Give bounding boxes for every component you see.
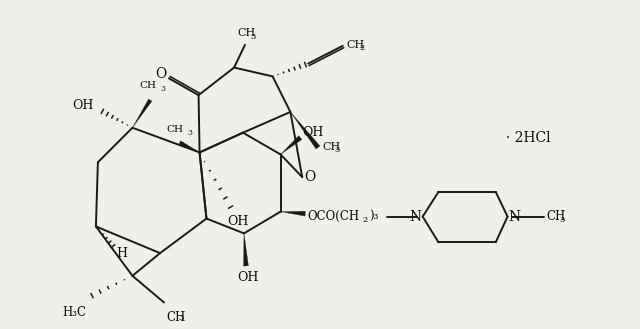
Text: · 2HCl: · 2HCl bbox=[506, 131, 550, 145]
Text: OCO(CH: OCO(CH bbox=[307, 210, 359, 223]
Text: )₃: )₃ bbox=[369, 210, 379, 223]
Text: OH: OH bbox=[237, 271, 259, 284]
Text: H: H bbox=[116, 247, 127, 260]
Text: CH: CH bbox=[347, 40, 365, 50]
Text: 2: 2 bbox=[360, 44, 365, 52]
Text: 3: 3 bbox=[335, 146, 340, 154]
Text: 3: 3 bbox=[160, 85, 165, 93]
Text: 3: 3 bbox=[559, 215, 564, 223]
Polygon shape bbox=[243, 233, 248, 266]
Text: 3: 3 bbox=[188, 129, 193, 137]
Polygon shape bbox=[280, 211, 305, 216]
Text: 3: 3 bbox=[179, 314, 184, 322]
Text: CH: CH bbox=[237, 28, 255, 38]
Text: O: O bbox=[156, 67, 166, 82]
Text: 2: 2 bbox=[362, 215, 368, 223]
Polygon shape bbox=[280, 136, 302, 154]
Text: N: N bbox=[508, 210, 520, 224]
Text: O: O bbox=[305, 170, 316, 184]
Polygon shape bbox=[291, 112, 320, 149]
Text: CH: CH bbox=[140, 81, 157, 90]
Text: OH: OH bbox=[303, 126, 324, 139]
Text: CH: CH bbox=[322, 142, 340, 152]
Text: N: N bbox=[410, 210, 422, 224]
Text: CH: CH bbox=[546, 210, 565, 223]
Text: CH: CH bbox=[166, 125, 184, 134]
Text: 3: 3 bbox=[250, 33, 255, 41]
Text: OH: OH bbox=[72, 99, 94, 112]
Text: H₃C: H₃C bbox=[62, 306, 86, 319]
Polygon shape bbox=[179, 141, 200, 152]
Polygon shape bbox=[132, 99, 152, 128]
Text: CH: CH bbox=[166, 311, 185, 324]
Text: OH: OH bbox=[227, 215, 249, 228]
